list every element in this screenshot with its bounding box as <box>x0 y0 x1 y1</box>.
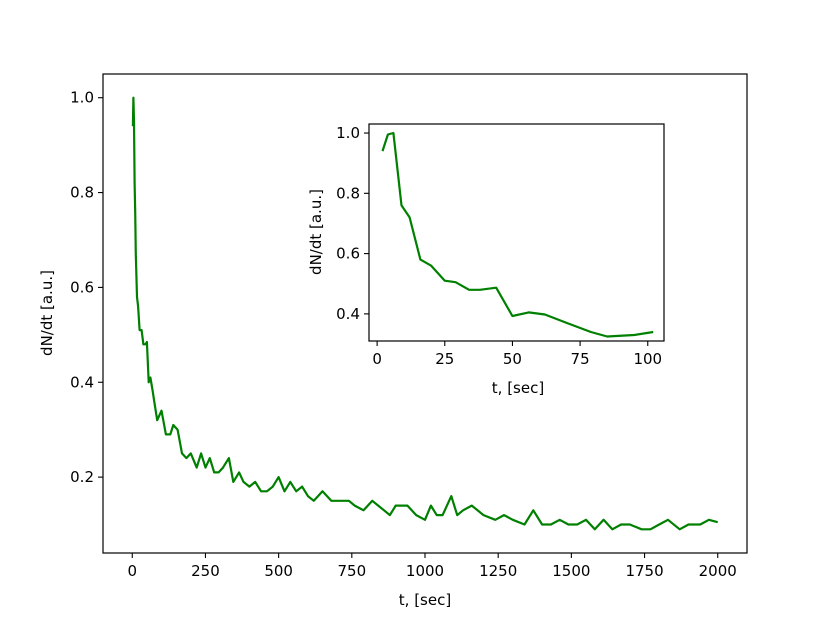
main-y-tick-label: 0.4 <box>70 373 94 391</box>
main-x-tick-label: 1000 <box>406 562 444 580</box>
main-x-ticks: 0 250 500 750 1000 1250 1500 1750 2000 <box>127 553 737 580</box>
main-y-ticks: 0.2 0.4 0.6 0.8 1.0 <box>70 89 103 486</box>
inset-x-tick-label: 0 <box>372 350 382 368</box>
main-y-tick-label: 1.0 <box>70 89 94 107</box>
main-y-tick-label: 0.2 <box>70 468 94 486</box>
inset-y-ticks: 0.4 0.6 0.8 1.0 <box>336 124 369 323</box>
inset-y-tick-label: 1.0 <box>336 124 360 142</box>
main-x-axis-label: t, [sec] <box>399 591 451 609</box>
inset-x-ticks: 0 25 50 75 100 <box>372 341 662 368</box>
inset-background <box>369 124 664 341</box>
main-series-layer <box>131 96 718 531</box>
inset-y-tick-label: 0.4 <box>336 305 360 323</box>
main-x-tick-label: 1500 <box>552 562 590 580</box>
inset-y-axis-label: dN/dt [a.u.] <box>307 189 325 275</box>
inset-series-layer <box>381 131 654 338</box>
inset-x-tick-label: 50 <box>503 350 522 368</box>
main-x-tick-label: 500 <box>264 562 293 580</box>
main-x-tick-label: 0 <box>127 562 137 580</box>
inset-x-tick-label: 75 <box>571 350 590 368</box>
inset-series-line <box>381 131 654 338</box>
main-x-tick-label: 2000 <box>699 562 737 580</box>
main-y-tick-label: 0.8 <box>70 184 94 202</box>
inset-x-axis-label: t, [sec] <box>492 379 544 397</box>
inset-y-tick-label: 0.6 <box>336 245 360 263</box>
inset-x-tick-label: 100 <box>633 350 662 368</box>
main-x-tick-label: 1250 <box>479 562 517 580</box>
main-x-tick-label: 1750 <box>625 562 663 580</box>
main-x-tick-label: 250 <box>191 562 220 580</box>
inset-axes: 0 25 50 75 100 0.4 0.6 0.8 1.0 t, [sec] dN/dt [… <box>307 123 665 397</box>
main-x-tick-label: 750 <box>337 562 366 580</box>
inset-y-tick-label: 0.8 <box>336 184 360 202</box>
inset-plot-frame <box>368 123 665 342</box>
main-y-axis-label: dN/dt [a.u.] <box>38 270 56 356</box>
main-y-tick-label: 0.6 <box>70 278 94 296</box>
main-series-line <box>131 96 718 531</box>
main-axes: 0 250 500 750 1000 1250 1500 1750 2000 0.20.40.6… <box>38 73 748 609</box>
inset-x-tick-label: 25 <box>435 350 454 368</box>
